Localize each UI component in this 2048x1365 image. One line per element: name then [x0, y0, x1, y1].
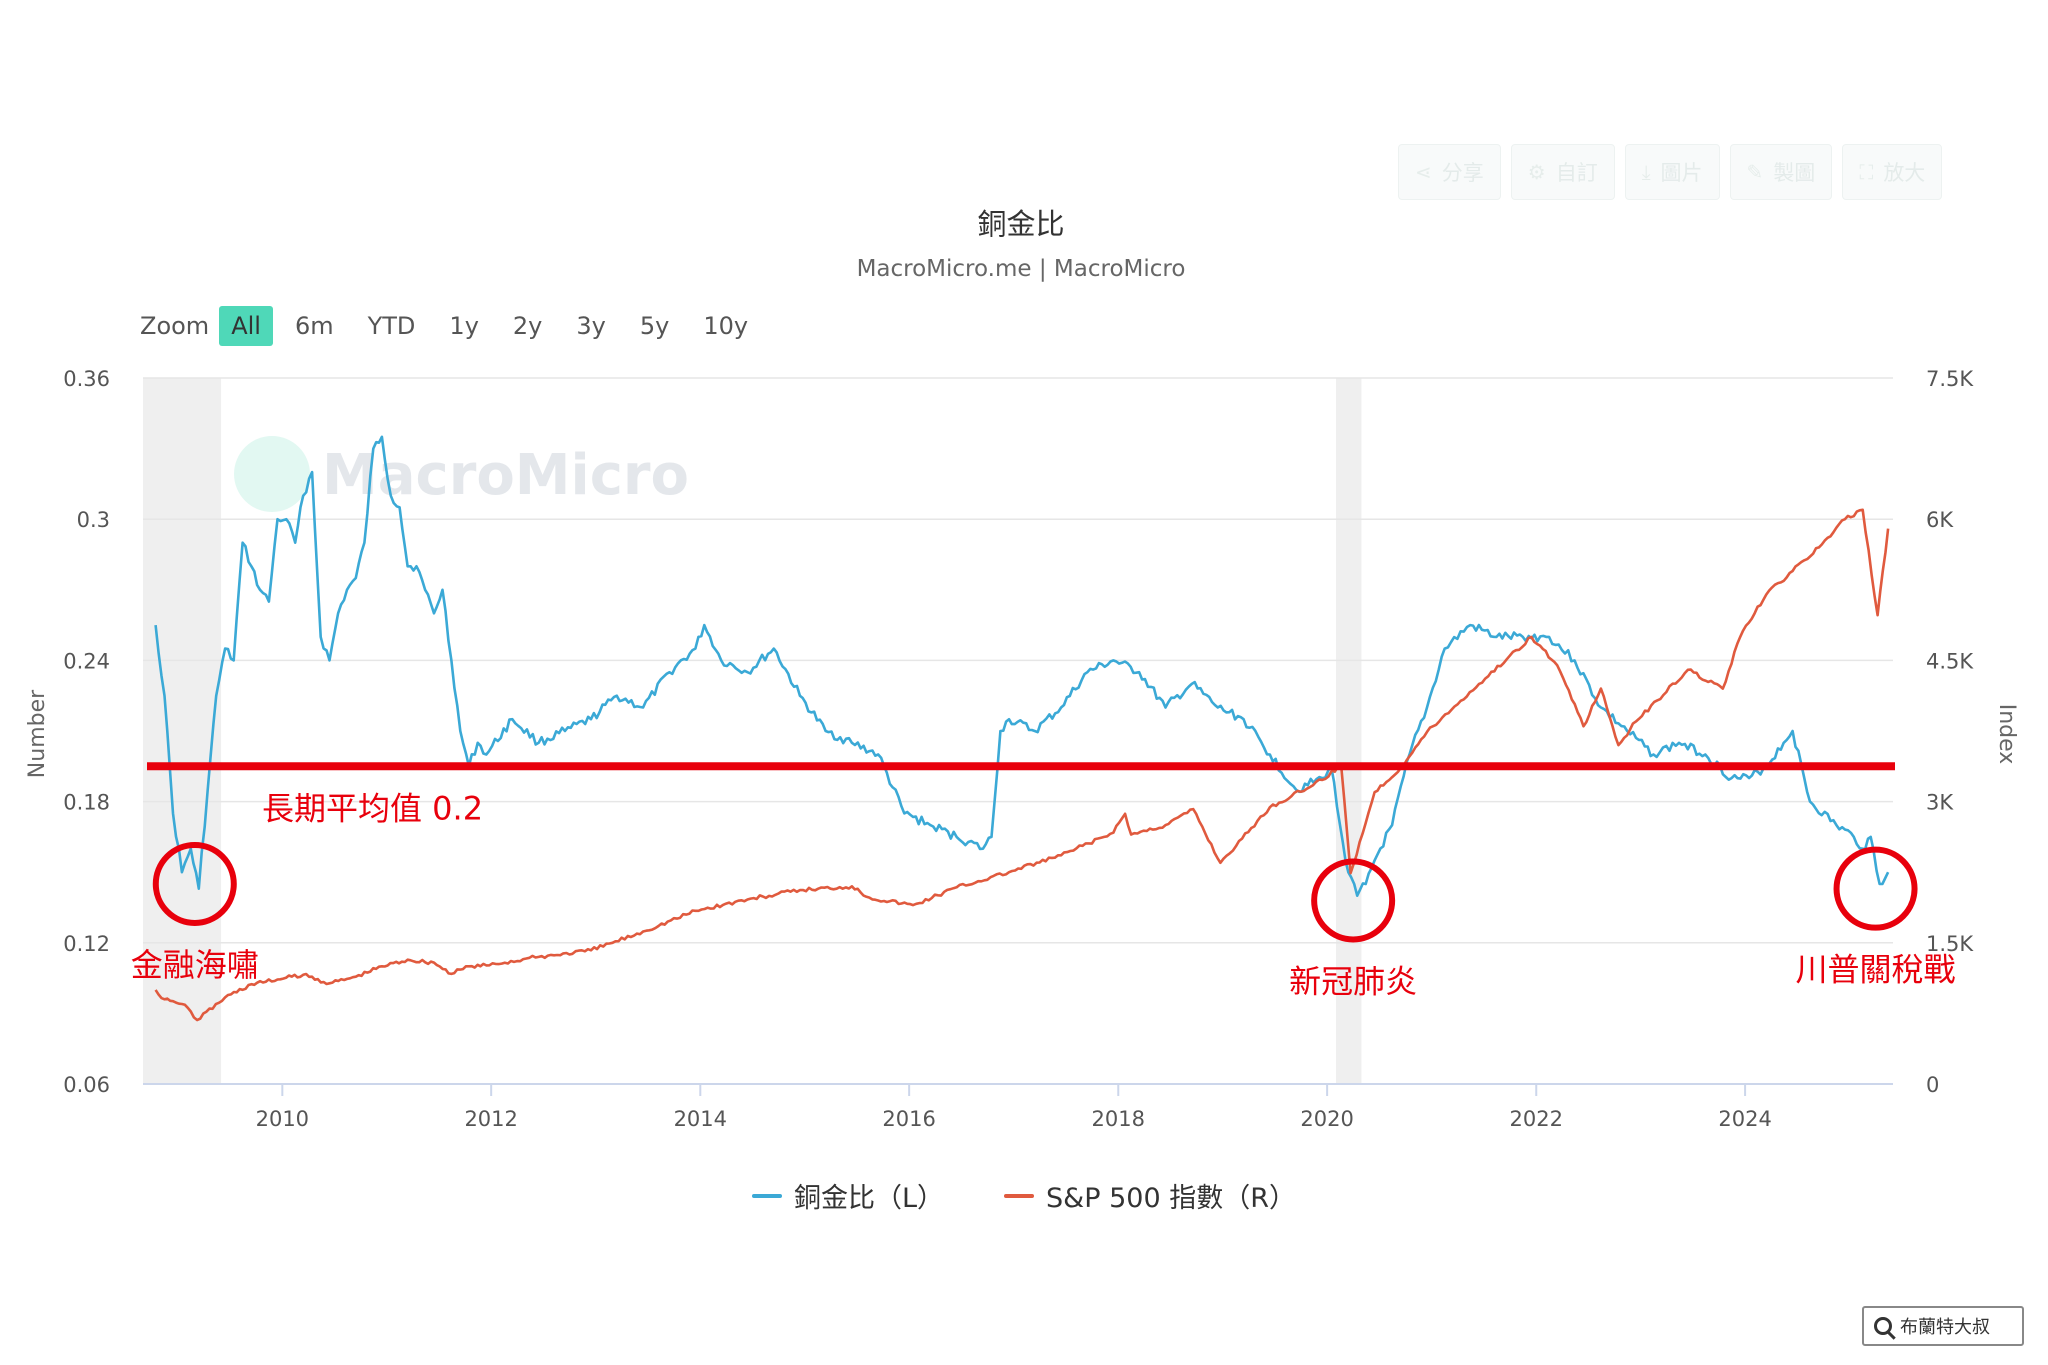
series-layer [154, 435, 1890, 1022]
chart-title: 銅金比 [977, 207, 1064, 241]
share-icon: ⋖ [1415, 160, 1432, 184]
watermark-logo-icon [234, 436, 310, 512]
zoom-1y-button[interactable]: 1y [449, 312, 479, 340]
y-tick-label-right: 3K [1926, 791, 1954, 815]
y-tick-label-left: 0.3 [77, 508, 110, 532]
y-tick-label-right: 7.5K [1926, 367, 1974, 391]
share-button[interactable]: ⋖ 分享 [1398, 144, 1501, 200]
x-tick-label: 2016 [882, 1107, 935, 1131]
mean-label: 長期平均值 0.2 [262, 789, 483, 827]
x-tick-label: 2022 [1510, 1107, 1563, 1131]
chart-subtitle: MacroMicro.me | MacroMicro [857, 256, 1186, 282]
pencil-icon: ✎ [1746, 160, 1764, 184]
event-label: 新冠肺炎 [1289, 962, 1417, 1000]
zoom-2y-button[interactable]: 2y [512, 312, 543, 340]
recession-band [1335, 378, 1362, 1084]
x-tick-label: 2020 [1300, 1107, 1353, 1131]
legend-item-sp500[interactable]: S&P 500 指數（R） [1004, 1176, 1296, 1215]
gear-icon: ⚙ [1527, 160, 1546, 184]
x-tick-label: 2018 [1092, 1107, 1145, 1131]
draw-button[interactable]: ✎ 製圖 [1729, 144, 1833, 200]
watermark-text: MacroMicro [322, 443, 689, 508]
download-icon: ⤓ [1641, 160, 1651, 184]
zoom-6m-button[interactable]: 6m [294, 312, 334, 340]
series-line-sp500 [154, 508, 1890, 1022]
recession-bands [143, 378, 1362, 1084]
y-tick-label-left: 0.24 [63, 649, 110, 673]
legend-swatch [1004, 1193, 1035, 1198]
series-line-copper-gold [154, 435, 1890, 897]
search-icon [1874, 1317, 1892, 1335]
y-tick-label-right: 4.5K [1926, 649, 1974, 673]
legend-item-copper-gold[interactable]: 銅金比（L） [752, 1176, 944, 1215]
zoom-3y-button[interactable]: 3y [576, 312, 606, 340]
zoom-all-button[interactable]: All [219, 306, 273, 346]
y-axis-right-title: Index [1994, 704, 2019, 765]
annotations-layer: 長期平均值 0.2 金融海嘯 新冠肺炎 川普關稅戰 [131, 762, 1956, 1000]
image-button[interactable]: ⤓ 圖片 [1624, 144, 1720, 200]
y-tick-label-right: 1.5K [1926, 932, 1974, 956]
x-tick-label: 2012 [464, 1107, 517, 1131]
chart-toolbar: ⋖ 分享 ⚙ 自訂 ⤓ 圖片 ✎ 製圖 ⛶ 放大 [1398, 144, 1943, 200]
x-tick-label: 2014 [674, 1107, 727, 1131]
legend-swatch [752, 1193, 782, 1198]
x-tick-label: 2024 [1718, 1107, 1771, 1131]
expand-button[interactable]: ⛶ 放大 [1842, 144, 1943, 200]
expand-icon: ⛶ [1859, 160, 1874, 184]
y-tick-label-right: 0 [1926, 1073, 1939, 1097]
x-tick-label: 2010 [256, 1107, 309, 1131]
recession-band [143, 378, 222, 1084]
gridlines [143, 377, 1893, 1085]
author-badge: 布蘭特大叔 [1862, 1306, 2024, 1346]
customize-button[interactable]: ⚙ 自訂 [1510, 144, 1615, 200]
zoom-ytd-button[interactable]: YTD [367, 312, 416, 340]
axes-layer: 0.06 0 0.12 1.5K 0.18 3K 0.24 4.5K 0.3 6K 0.36 7.5K… [63, 367, 1974, 1131]
y-axis-left-title: Number [25, 689, 50, 778]
zoom-label: Zoom [140, 312, 210, 340]
event-label: 金融海嘯 [131, 946, 259, 984]
event-circle [1833, 846, 1918, 931]
y-tick-label-left: 0.12 [63, 932, 110, 956]
y-tick-label-left: 0.36 [63, 367, 110, 391]
event-circle [152, 841, 237, 926]
y-tick-label-left: 0.06 [63, 1073, 110, 1097]
zoom-bar: Zoom All 6m YTD 1y 2y 3y 5y 10y [140, 306, 770, 346]
zoom-10y-button[interactable]: 10y [703, 312, 749, 340]
y-tick-label-left: 0.18 [63, 791, 110, 815]
event-circle [1311, 858, 1396, 943]
event-label: 川普關稅戰 [1796, 951, 1956, 989]
chart-legend: 銅金比（L） S&P 500 指數（R） [0, 1176, 2048, 1215]
zoom-5y-button[interactable]: 5y [639, 312, 670, 340]
y-tick-label-right: 6K [1926, 508, 1954, 532]
